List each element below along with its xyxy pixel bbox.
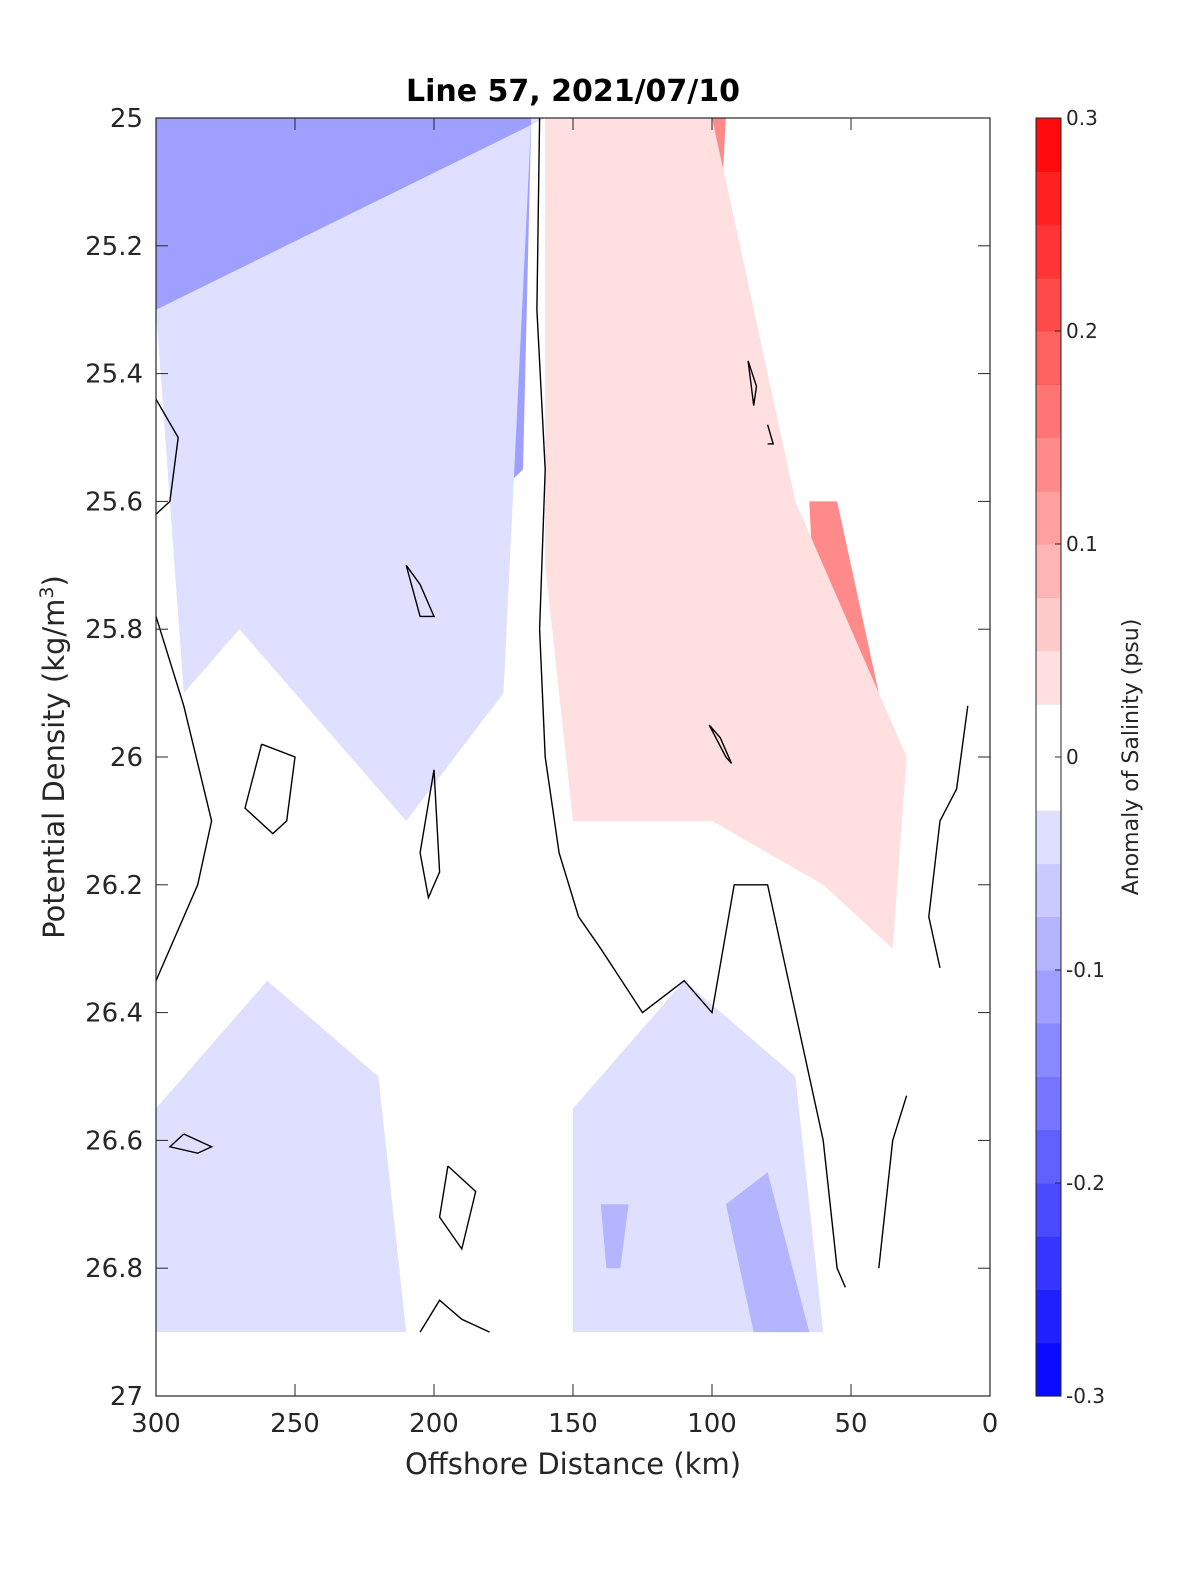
colorbar-level bbox=[1036, 437, 1061, 492]
x-tick-label: 250 bbox=[270, 1409, 320, 1439]
contour-fill-layer bbox=[156, 118, 907, 1333]
zero-contour-line bbox=[536, 118, 847, 1288]
y-axis-label-superscript: 3 bbox=[36, 586, 58, 598]
y-tick-label: 25.8 bbox=[85, 615, 143, 645]
colorbar-tick-label: 0.2 bbox=[1066, 319, 1098, 343]
colorbar-level bbox=[1036, 703, 1061, 758]
zero-contour-line bbox=[766, 424, 775, 445]
zero-contour-line bbox=[708, 724, 733, 764]
colorbar-level bbox=[1036, 331, 1061, 385]
y-axis-label: Potential Density (kg/m3) bbox=[36, 575, 71, 939]
colorbar-level bbox=[1036, 597, 1061, 652]
colorbar-level bbox=[1036, 1289, 1061, 1344]
zero-contour-line bbox=[405, 564, 436, 618]
y-tick-label: 27 bbox=[110, 1382, 143, 1412]
y-tick-label: 26 bbox=[110, 743, 143, 773]
zero-contour-line bbox=[878, 1095, 908, 1269]
y-axis-ticks: 25 25.2 25.4 25.6 25.8 26 26.2 26.4 26.6 26.8 27 bbox=[85, 104, 990, 1412]
x-tick-label: 50 bbox=[834, 1409, 867, 1439]
colorbar-level bbox=[1036, 224, 1061, 279]
y-tick-label: 26.6 bbox=[85, 1126, 143, 1156]
y-axis-label-close: ) bbox=[37, 575, 71, 586]
colorbar-level bbox=[1036, 916, 1061, 971]
colorbar-level bbox=[1036, 810, 1061, 865]
x-axis-label: Offshore Distance (km) bbox=[405, 1447, 741, 1481]
x-axis-ticks: 300 250 200 150 100 50 0 bbox=[131, 118, 998, 1439]
zero-contour-line bbox=[419, 769, 441, 900]
colorbar-tick-label: 0.3 bbox=[1066, 106, 1098, 130]
colorbar-level bbox=[1036, 490, 1061, 545]
chart-title: Line 57, 2021/07/10 bbox=[406, 74, 740, 109]
colorbar-level bbox=[1036, 277, 1061, 332]
colorbar-tick-label: 0 bbox=[1066, 745, 1079, 769]
y-tick-label: 25.6 bbox=[85, 487, 143, 517]
contour-region-fresh-band-offshore-c bbox=[156, 118, 546, 821]
colorbar-level bbox=[1036, 757, 1061, 811]
colorbar-level bbox=[1036, 384, 1061, 439]
x-tick-label: 100 bbox=[687, 1409, 737, 1439]
zero-contour-line bbox=[747, 360, 758, 406]
colorbar-level bbox=[1036, 1236, 1061, 1291]
contour-region-fresh-deep-core-80km bbox=[725, 1172, 810, 1333]
contour-region-salty-broad bbox=[545, 118, 907, 949]
zero-contour-line bbox=[168, 1133, 214, 1154]
x-tick-label: 0 bbox=[982, 1409, 999, 1439]
x-tick-label: 150 bbox=[548, 1409, 598, 1439]
colorbar-tick-label: -0.1 bbox=[1066, 958, 1105, 982]
colorbar-level bbox=[1036, 1023, 1061, 1078]
colorbar-level bbox=[1036, 118, 1061, 172]
colorbar-level bbox=[1036, 970, 1061, 1024]
colorbar-level bbox=[1036, 650, 1061, 705]
colorbar-level bbox=[1036, 1342, 1061, 1397]
contour-region-fresh-deep-offshore bbox=[156, 980, 407, 1333]
colorbar-level bbox=[1036, 1076, 1061, 1131]
colorbar-level bbox=[1036, 863, 1061, 918]
y-axis-label-main: Potential Density (kg/m bbox=[37, 599, 71, 939]
colorbar-level bbox=[1036, 171, 1061, 226]
zero-contour-line bbox=[244, 743, 296, 835]
zero-contour-line bbox=[156, 616, 213, 981]
y-tick-label: 25 bbox=[110, 104, 143, 134]
colorbar-level bbox=[1036, 544, 1061, 598]
colorbar-level bbox=[1036, 1183, 1061, 1237]
y-tick-label: 25.4 bbox=[85, 360, 143, 390]
colorbar-tick-label: -0.3 bbox=[1066, 1384, 1105, 1408]
colorbar bbox=[1036, 117, 1061, 1397]
colorbar-tick-label: -0.2 bbox=[1066, 1171, 1105, 1195]
zero-contour-line bbox=[419, 1299, 490, 1333]
x-tick-label: 300 bbox=[131, 1409, 181, 1439]
zero-contour-line bbox=[156, 398, 179, 515]
x-tick-label: 200 bbox=[409, 1409, 459, 1439]
contour-region-fresh-deep-core-135km bbox=[600, 1204, 629, 1269]
y-tick-label: 26.4 bbox=[85, 999, 143, 1029]
zero-contour-line bbox=[928, 705, 969, 969]
zero-contour-layer bbox=[156, 118, 969, 1333]
colorbar-level bbox=[1036, 1129, 1061, 1184]
zero-contour-line bbox=[438, 1165, 477, 1251]
y-tick-label: 25.2 bbox=[85, 232, 143, 262]
colorbar-label: Anomaly of Salinity (psu) bbox=[1119, 619, 1144, 896]
colorbar-tick-label: 0.1 bbox=[1066, 532, 1098, 556]
y-tick-label: 26.2 bbox=[85, 871, 143, 901]
colorbar-ticks: -0.3 -0.2 -0.1 0 0.1 0.2 0.3 bbox=[1055, 106, 1105, 1408]
y-tick-label: 26.8 bbox=[85, 1254, 143, 1284]
